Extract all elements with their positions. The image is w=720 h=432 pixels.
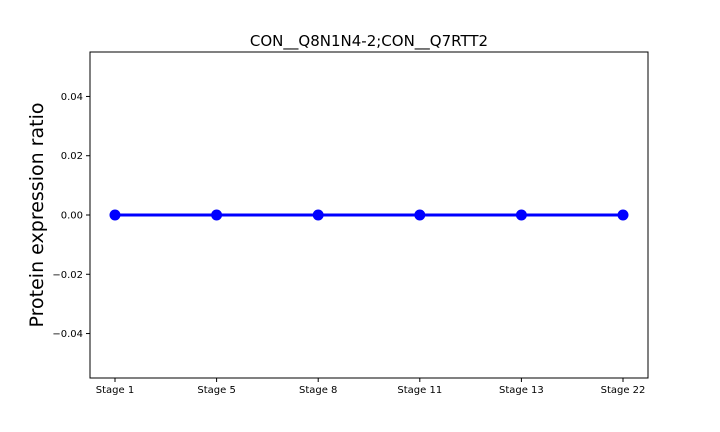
data-point <box>109 209 121 221</box>
x-tick-label: Stage 5 <box>197 385 235 396</box>
y-tick-label: −0.04 <box>52 329 83 340</box>
y-tick-label: 0.02 <box>61 151 83 162</box>
y-tick-label: 0.04 <box>61 92 83 103</box>
data-point <box>617 209 629 221</box>
chart-title: CON__Q8N1N4-2;CON__Q7RTT2 <box>250 32 488 51</box>
x-tick-label: Stage 1 <box>96 385 134 396</box>
y-axis-label: Protein expression ratio <box>26 103 48 328</box>
x-tick-label: Stage 8 <box>299 385 337 396</box>
data-point <box>211 209 223 221</box>
plot-area: −0.04 −0.02 0.00 0.02 0.04 Stage 1 Stage 5 Stag… <box>52 51 649 396</box>
data-point <box>312 209 324 221</box>
y-tick-label: −0.02 <box>52 270 83 281</box>
data-point <box>515 209 527 221</box>
x-tick-label: Stage 22 <box>601 385 646 396</box>
data-point <box>414 209 426 221</box>
x-tick-label: Stage 11 <box>397 385 442 396</box>
y-tick-label: 0.00 <box>61 211 83 222</box>
x-tick-label: Stage 13 <box>499 385 544 396</box>
